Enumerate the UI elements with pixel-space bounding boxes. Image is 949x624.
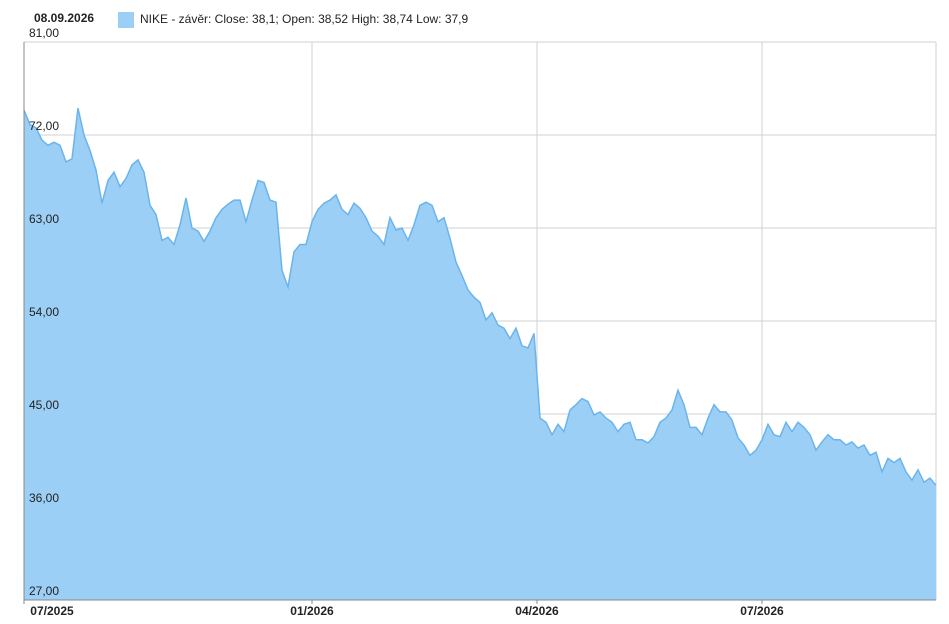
legend-swatch: [118, 12, 134, 28]
y-tick-label: 45,00: [29, 398, 59, 412]
y-tick-label: 54,00: [29, 305, 59, 319]
x-tick-label: 07/2025: [30, 604, 74, 618]
line: [23, 107, 937, 486]
x-tick-label: 04/2026: [515, 604, 559, 618]
x-tick-label: 01/2026: [290, 604, 334, 618]
area: [24, 108, 936, 600]
y-tick-label: 36,00: [29, 491, 59, 505]
y-tick-label: 81,00: [29, 26, 59, 40]
x-tick-label: 07/2026: [740, 604, 784, 618]
y-tick-label: 27,00: [29, 584, 59, 598]
legend-label: NIKE - závěr: Close: 38,1; Open: 38,52 H…: [140, 12, 469, 26]
date-label: 08.09.2026: [34, 11, 94, 25]
y-tick-label: 72,00: [29, 119, 59, 133]
y-tick-label: 63,00: [29, 212, 59, 226]
